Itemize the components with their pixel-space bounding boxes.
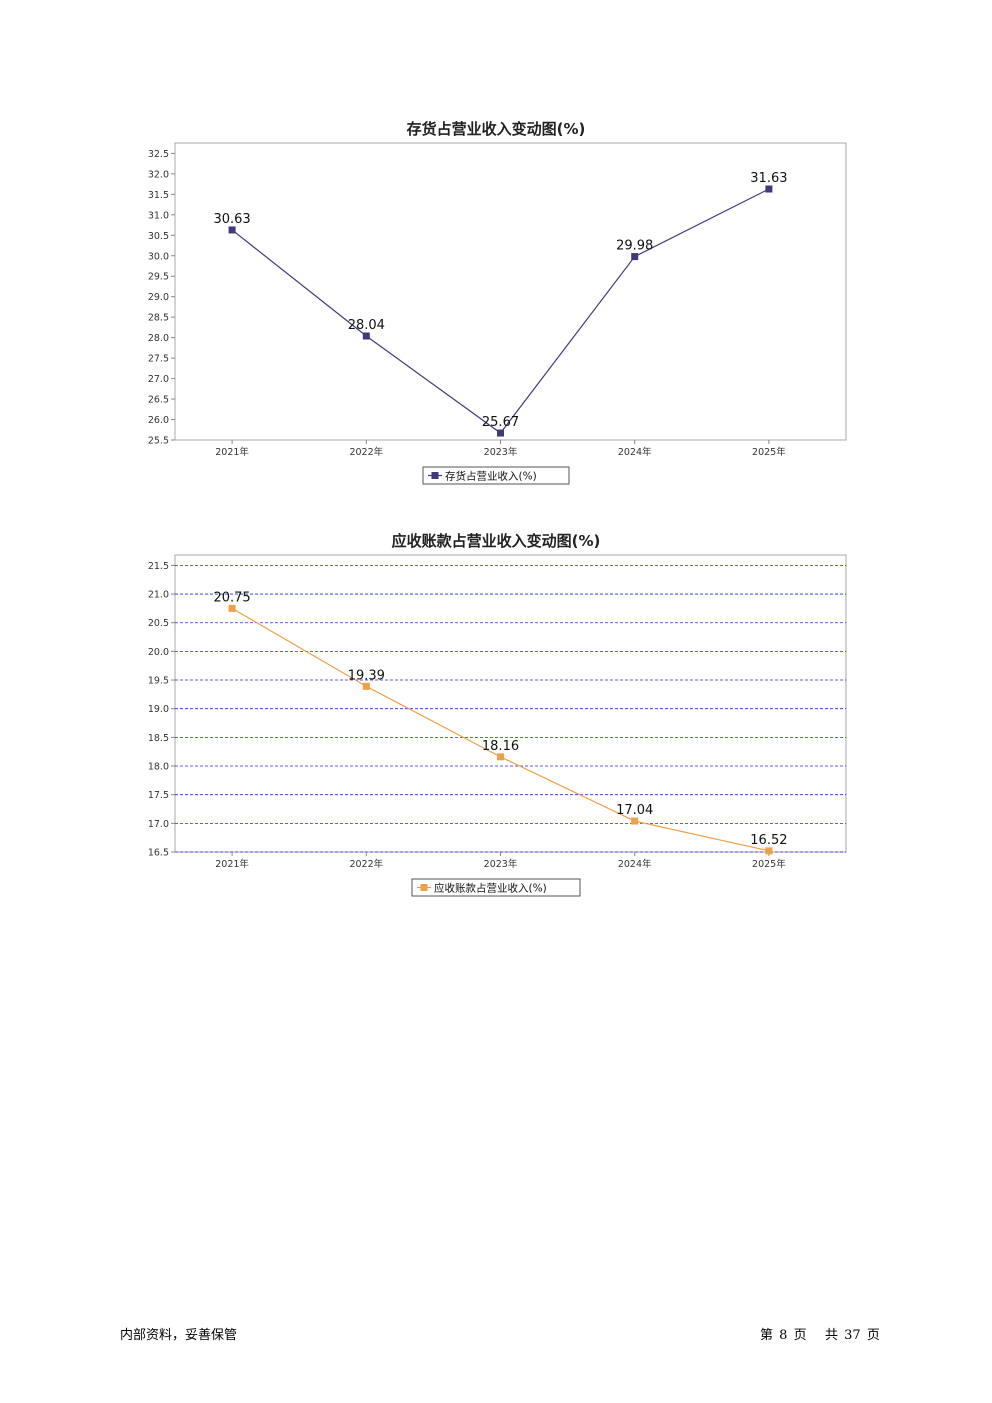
page-prefix: 第	[760, 1328, 774, 1343]
total-pages: 37	[844, 1328, 861, 1343]
y-tick-label: 21.5	[148, 561, 169, 572]
y-tick-label: 29.5	[148, 272, 169, 283]
data-point	[228, 226, 236, 234]
y-tick-label: 18.0	[148, 762, 169, 773]
y-tick-label: 31.5	[148, 190, 169, 201]
data-point	[362, 682, 370, 690]
x-tick-label: 2022年	[349, 446, 383, 458]
y-tick-label: 28.0	[148, 333, 169, 344]
page-suffix: 页	[793, 1328, 807, 1343]
inventory-ratio-chart: 存货占营业收入变动图(%) 25.5 26.0 26.5 27.0 27.5 28.0 28.…	[0, 110, 992, 490]
receivables-ratio-chart-svg: 应收账款占营业收入变动图(%) 16.5 17.0 17.5 18.0 18.5 19.0 1…	[148, 532, 847, 897]
total-suffix: 页	[866, 1328, 880, 1343]
y-tick-label: 26.0	[148, 415, 169, 426]
y-tick-label: 17.5	[148, 790, 169, 801]
data-point	[765, 185, 773, 193]
data-label: 29.98	[616, 239, 653, 254]
data-point	[228, 604, 236, 612]
data-label: 18.16	[482, 739, 519, 754]
footer-confidential-note: 内部资料，妥善保管	[120, 1328, 238, 1343]
y-tick-label: 27.0	[148, 374, 169, 385]
y-tick-label: 30.5	[148, 231, 169, 242]
data-label: 17.04	[616, 803, 653, 818]
total-prefix: 共	[825, 1328, 839, 1343]
x-tick-label: 2024年	[618, 858, 652, 870]
x-tick-label: 2021年	[215, 858, 249, 870]
x-tick-label: 2022年	[349, 858, 383, 870]
y-tick-label: 26.5	[148, 395, 169, 406]
receivables-ratio-chart: 应收账款占营业收入变动图(%) 16.5 17.0 17.5 18.0 18.5 19.0 1…	[0, 522, 992, 902]
legend-box	[422, 466, 570, 485]
legend-label: 存货占营业收入(%)	[445, 470, 537, 483]
y-tick-label: 20.0	[148, 647, 169, 658]
chart-title: 应收账款占营业收入变动图(%)	[392, 532, 601, 550]
y-tick-label: 28.5	[148, 313, 169, 324]
y-tick-label: 27.5	[148, 354, 169, 365]
data-label: 16.52	[750, 833, 787, 848]
plot-area	[174, 142, 847, 441]
legend-box	[411, 878, 581, 897]
data-label: 30.63	[213, 212, 250, 227]
data-label: 20.75	[213, 590, 250, 605]
y-tick-label: 30.0	[148, 251, 169, 262]
data-point	[765, 847, 773, 855]
x-tick-label: 2025年	[752, 446, 786, 458]
data-point	[497, 753, 504, 761]
data-point	[497, 429, 504, 437]
x-tick-label: 2024年	[618, 446, 652, 458]
x-tick-label: 2023年	[484, 858, 518, 870]
y-tick-label: 29.0	[148, 292, 169, 303]
y-tick-label: 16.5	[148, 848, 169, 859]
legend-marker	[420, 884, 428, 891]
y-tick-label: 21.0	[148, 590, 169, 601]
y-tick-label: 17.0	[148, 819, 169, 830]
y-tick-label: 19.0	[148, 704, 169, 715]
data-label: 19.39	[348, 668, 385, 683]
x-tick-label: 2025年	[752, 858, 786, 870]
plot-area	[174, 554, 847, 853]
x-tick-label: 2023年	[484, 446, 518, 458]
data-label: 31.63	[750, 171, 787, 186]
y-tick-label: 31.0	[148, 210, 169, 221]
y-tick-label: 25.5	[148, 436, 169, 447]
legend-label: 应收账款占营业收入(%)	[434, 882, 547, 895]
data-point	[362, 332, 370, 340]
footer-page-counter: 第 8 页 共 37 页	[760, 1324, 880, 1343]
y-tick-label: 18.5	[148, 733, 169, 744]
y-tick-label: 32.5	[148, 149, 169, 160]
y-tick-label: 19.5	[148, 676, 169, 687]
legend-marker	[431, 472, 439, 479]
data-point	[631, 817, 639, 825]
inventory-ratio-chart-svg: 存货占营业收入变动图(%) 25.5 26.0 26.5 27.0 27.5 28.0 28.…	[148, 120, 847, 485]
x-tick-label: 2021年	[215, 446, 249, 458]
data-point	[631, 253, 639, 261]
page-number: 8	[779, 1328, 788, 1343]
data-label: 25.67	[482, 415, 519, 430]
chart-title: 存货占营业收入变动图(%)	[407, 120, 586, 138]
y-tick-label: 32.0	[148, 169, 169, 180]
data-label: 28.04	[348, 318, 385, 333]
y-tick-label: 20.5	[148, 618, 169, 629]
